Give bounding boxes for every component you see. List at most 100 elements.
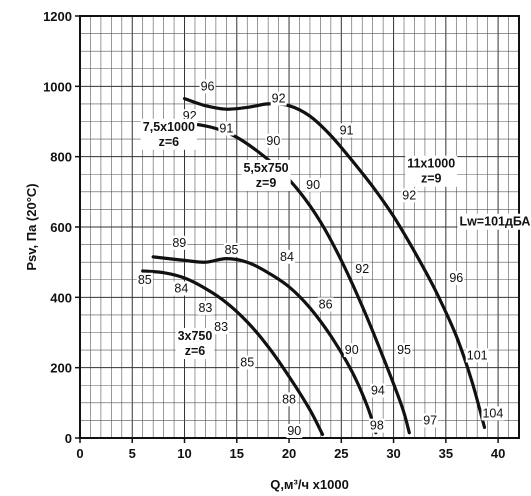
noise-level-value: 90 [287,424,301,438]
performance-curve-1 [141,269,325,437]
noise-label-backing [481,406,505,421]
y-axis-ticks: 0 200 400 600 800 1000 1200 [43,9,80,446]
noise-level-label: 85 [239,355,256,370]
x-tick-label: 20 [282,446,296,461]
y-tick-label: 1200 [43,9,72,24]
noise-level-label: 91 [338,123,355,138]
noise-level-label: 90 [343,343,360,358]
noise-level-label: 104 [481,406,505,421]
x-tick-label: 10 [177,446,191,461]
noise-level-label: 92 [401,188,418,203]
x-tick-label: 30 [386,446,400,461]
noise-level-value: 90 [266,134,280,148]
noise-label-backing [223,242,240,257]
noise-level-label: 86 [317,297,334,312]
noise-label-backing [448,270,465,285]
x-tick-label: 40 [491,446,505,461]
noise-label-backing [218,121,235,136]
noise-level-value: 90 [306,178,320,192]
chart-grid [79,15,520,439]
y-tick-label: 200 [50,361,72,376]
noise-label-backing [213,320,230,335]
noise-level-value: 91 [219,122,233,136]
noise-label-backing [286,423,303,438]
noise-level-label: 91 [218,121,235,136]
noise-label-backing [368,418,385,433]
noise-label-backing [173,281,190,296]
noise-label-backing [239,355,256,370]
noise-level-label: 90 [265,133,282,148]
noise-level-label: 83 [197,300,214,315]
x-tick-label: 25 [334,446,348,461]
fan-model-label-line: z=9 [256,176,277,190]
fan-model-label-line: 3х750 [178,329,213,343]
y-tick-label: 800 [50,150,72,165]
noise-level-value: 101 [467,348,488,362]
x-axis-label: Q,м³/ч х1000 [270,477,349,492]
noise-level-value: 96 [449,271,463,285]
noise-label-backing [136,272,153,287]
noise-level-value: 85 [138,273,152,287]
x-tick-label: 5 [129,446,136,461]
x-tick-label: 0 [76,446,83,461]
noise-level-label: 94 [369,383,386,398]
fan-model-label-line: z=9 [421,172,442,186]
noise-label-backing [279,249,295,264]
annotation-backing [457,213,531,230]
noise-level-label: 90 [305,177,322,192]
noise-level-value: 86 [319,297,333,311]
y-tick-label: 600 [50,220,72,235]
noise-level-value: 83 [198,301,212,315]
noise-level-value: 104 [482,406,503,420]
noise-label-backing [422,413,439,428]
noise-label-backing [270,91,287,106]
fan-model-label-line: z=6 [159,135,180,149]
y-axis-label: Psv, Па (20°С) [24,183,39,270]
noise-level-label: 92 [354,262,371,277]
fan-model-label-backing [140,118,197,150]
fan-model-label-backing [175,328,215,360]
noise-level-value: 85 [225,243,239,257]
x-tick-label: 15 [230,446,244,461]
noise-label-backing [197,300,214,315]
noise-level-label: 98 [368,418,385,433]
performance-curves [141,97,487,437]
noise-level-value: 90 [345,343,359,357]
noise-label-backing [396,343,413,358]
x-tick-label: 35 [439,446,453,461]
noise-level-label: 96 [199,79,216,94]
noise-label-backing [338,123,355,138]
noise-level-label: 84 [279,249,295,264]
fan-model-label-backing [405,155,458,187]
fan-model-label-line: 7,5х1000 [143,120,195,134]
fan-model-label-line: 5,5х750 [243,161,288,175]
fan-model-label-line: z=6 [185,344,206,358]
noise-level-label: 83 [213,320,230,335]
noise-level-label: 96 [448,270,465,285]
noise-level-value: 95 [397,343,411,357]
noise-label-backing [343,343,360,358]
noise-level-value: 94 [371,384,385,398]
noise-level-value: 89 [172,236,186,250]
noise-level-value: 88 [282,392,296,406]
noise-level-value: 85 [240,355,254,369]
noise-label-backing [401,188,418,203]
noise-level-value: 84 [174,282,188,296]
noise-level-value: 83 [214,320,228,334]
noise-level-value: 92 [272,92,286,106]
noise-level-label: 84 [173,281,190,296]
noise-label-backing [465,348,489,363]
noise-level-label: 88 [281,392,298,407]
noise-level-value: 97 [423,413,437,427]
noise-label-backing [281,392,298,407]
noise-level-value: 98 [370,419,384,433]
y-tick-label: 0 [65,431,72,446]
noise-level-label: 85 [223,242,240,257]
fan-model-label-line: 11х1000 [407,157,455,171]
noise-label-backing [369,383,386,398]
